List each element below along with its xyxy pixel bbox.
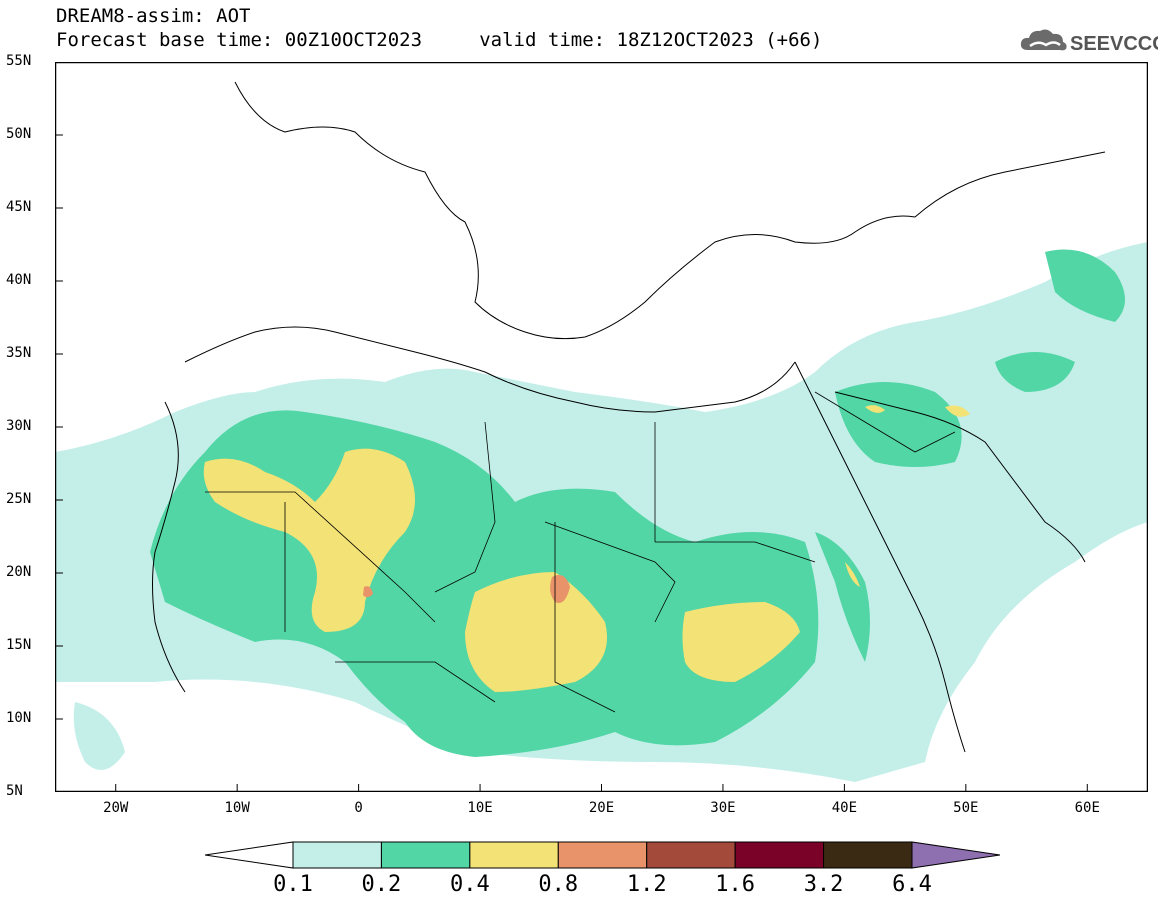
colorbar-segment — [734, 841, 825, 869]
lon-tick-label: 20W — [103, 800, 129, 816]
colorbar-level-label: 0.8 — [538, 872, 579, 897]
aot-map — [55, 62, 1148, 792]
aot-band-high — [203, 405, 970, 692]
lon-tick-label: 20E — [588, 800, 615, 816]
lon-tick-label: 10W — [224, 800, 250, 816]
lat-tick-label: 45N — [6, 199, 32, 215]
lon-tick-label: 50E — [953, 800, 979, 816]
colorbar-segment — [380, 841, 471, 869]
lon-tick-label: 0 — [354, 800, 363, 816]
lon-tick-label: 30E — [710, 800, 736, 816]
lon-tick-label: 40E — [831, 800, 858, 816]
colorbar-level-label: 3.2 — [803, 872, 844, 897]
colorbar-level-label: 0.4 — [449, 872, 490, 897]
lat-tick-label: 35N — [6, 345, 32, 361]
map-title: DREAM8-assim: AOT — [56, 5, 251, 27]
colorbar-segment — [823, 841, 913, 869]
colorbar-level-label: 6.4 — [892, 872, 932, 897]
colorbar-segment — [292, 841, 382, 869]
axis-ticks — [55, 62, 1088, 792]
colorbar-level-label: 1.2 — [626, 872, 667, 897]
colorbar-level-label: 0.2 — [361, 872, 402, 897]
seevccc-logo: SEEVCCC — [1020, 29, 1158, 55]
coastlines — [152, 81, 1106, 753]
lat-tick-label: 5N — [6, 783, 23, 799]
lat-tick-label: 30N — [6, 418, 32, 434]
colorbar-segment — [469, 841, 559, 869]
country-borders — [205, 391, 956, 713]
lat-tick-label: 10N — [6, 710, 32, 726]
colorbar-segment — [646, 841, 736, 869]
colorbar-low-arrow — [205, 841, 294, 869]
lon-tick-label: 60E — [1074, 800, 1100, 816]
lat-tick-label: 25N — [6, 491, 32, 507]
colorbar-high-arrow — [911, 841, 1000, 869]
lat-tick-label: 50N — [6, 126, 32, 142]
lon-tick-label: 10E — [467, 800, 493, 816]
colorbar-segment — [557, 841, 648, 869]
logo-text: SEEVCCC — [1070, 33, 1158, 55]
lat-tick-label: 20N — [6, 564, 32, 580]
colorbar-level-label: 1.6 — [715, 872, 756, 897]
lat-tick-label: 55N — [6, 53, 32, 69]
aot-band-mid — [150, 249, 1125, 757]
cloud-icon — [1020, 29, 1067, 51]
colorbar — [205, 841, 1000, 869]
colorbar-level-label: 0.1 — [273, 872, 313, 897]
forecast-time-line: Forecast base time: 00Z10OCT2023 valid t… — [56, 29, 823, 51]
lat-tick-label: 40N — [6, 272, 32, 288]
lat-tick-label: 15N — [6, 637, 32, 653]
